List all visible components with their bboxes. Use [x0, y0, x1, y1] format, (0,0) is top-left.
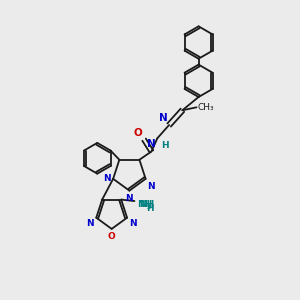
Text: N: N [103, 174, 111, 183]
Text: H: H [161, 141, 169, 150]
Text: N: N [125, 194, 133, 203]
Text: N: N [129, 219, 137, 228]
Text: N: N [147, 139, 156, 149]
Text: ₂: ₂ [147, 202, 151, 211]
Text: O: O [108, 232, 116, 242]
Text: N: N [86, 219, 94, 228]
Text: NH: NH [139, 200, 154, 208]
Text: CH₃: CH₃ [198, 103, 214, 112]
Text: N: N [147, 182, 155, 191]
Text: N: N [159, 113, 168, 124]
Text: NH: NH [137, 200, 153, 208]
Text: H: H [146, 204, 154, 213]
Text: O: O [134, 128, 142, 138]
